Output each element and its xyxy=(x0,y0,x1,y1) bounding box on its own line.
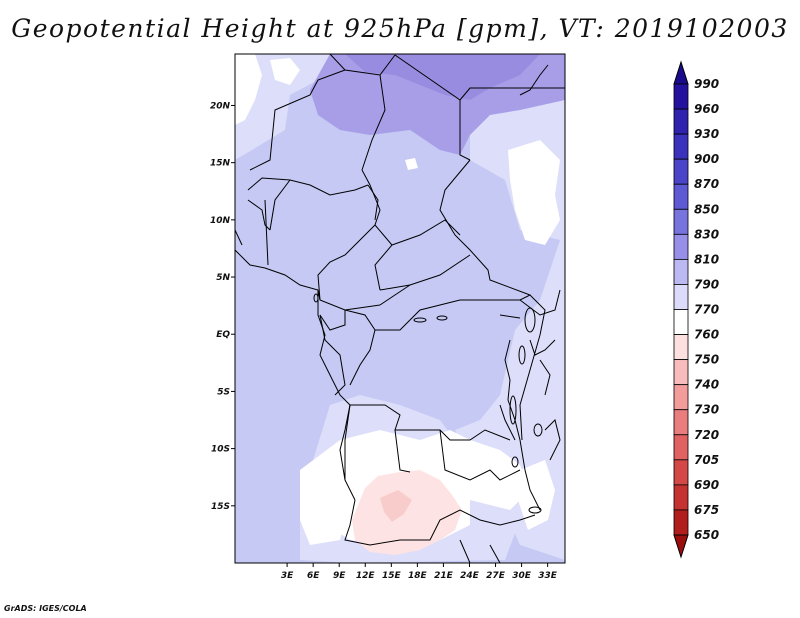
colorbar-cell xyxy=(673,459,689,486)
colorbar-bottom-arrow xyxy=(673,534,689,559)
colorbar-level-label: 960 xyxy=(694,102,719,116)
lon-tick-label: 33E xyxy=(538,571,558,581)
colorbar-level-label: 760 xyxy=(694,328,719,342)
colorbar-level-label: 770 xyxy=(694,303,719,317)
colorbar-cell xyxy=(673,108,689,135)
latitude-axis: 20N 15N 10N 5N EQ 5S 10S 15S xyxy=(210,101,235,512)
colorbar-level-label: 690 xyxy=(694,478,719,492)
map-frame xyxy=(234,53,566,564)
colorbar-level-label: 830 xyxy=(694,227,719,241)
lat-tick-label: 20N xyxy=(210,101,231,111)
lon-tick-label: 24E xyxy=(460,571,480,581)
field-white-patch-east xyxy=(508,140,560,245)
lon-tick-label: 18E xyxy=(408,571,428,581)
colorbar-level-label: 870 xyxy=(694,177,719,191)
lat-tick-label: EQ xyxy=(216,330,230,340)
colorbar-cell xyxy=(673,133,689,160)
colorbar-cell xyxy=(673,384,689,411)
lon-tick-label: 21E xyxy=(434,571,454,581)
chart-title: Geopotential Height at 925hPa [gpm], VT:… xyxy=(11,14,789,43)
lat-tick-label: 15S xyxy=(211,502,230,512)
colorbar-cell xyxy=(673,208,689,235)
lon-tick-label: 6E xyxy=(307,571,320,581)
colorbar-level-label: 750 xyxy=(694,353,719,367)
field-white-spot-1 xyxy=(405,158,418,170)
colorbar-cell xyxy=(673,484,689,511)
colorbar-cell xyxy=(673,284,689,310)
lat-tick-label: 10N xyxy=(210,216,231,226)
colorbar-cell xyxy=(673,83,689,110)
credit-text: GrADS: IGES/COLA xyxy=(4,604,87,613)
field-white-patch-nw2 xyxy=(270,58,300,85)
lon-tick-label: 12E xyxy=(356,571,376,581)
lat-tick-label: 5N xyxy=(216,273,230,283)
lon-tick-label: 9E xyxy=(333,571,346,581)
lat-tick-label: 15N xyxy=(210,159,231,169)
lon-tick-label: 27E xyxy=(486,571,506,581)
colorbar-level-label: 900 xyxy=(694,152,719,166)
colorbar-cell xyxy=(673,334,689,361)
colorbar-cell xyxy=(673,183,689,210)
lon-tick-label: 15E xyxy=(382,571,402,581)
colorbar-cell xyxy=(673,409,689,436)
longitude-axis: 3E 6E 9E 12E 15E 18E 21E 24E 27E 30E 33E xyxy=(281,563,558,581)
colorbar-cell xyxy=(673,434,689,461)
colorbar: 990 960 930 900 870 850 830 810 790 770 760 750 740 7… xyxy=(673,60,719,559)
colorbar-top-arrow xyxy=(673,60,689,85)
colorbar-level-label: 790 xyxy=(694,277,719,291)
field-white-patch-southwest xyxy=(300,470,350,545)
colorbar-cell xyxy=(673,233,689,260)
colorbar-level-label: 650 xyxy=(694,528,719,542)
colorbar-level-label: 705 xyxy=(694,453,719,467)
field-white-patch-northwest xyxy=(235,54,262,125)
field-pink-core xyxy=(380,490,412,522)
colorbar-cell xyxy=(673,158,689,185)
map-panel xyxy=(235,54,565,563)
colorbar-level-label: 930 xyxy=(694,127,719,141)
colorbar-level-label: 850 xyxy=(694,202,719,216)
field-pink-region xyxy=(352,470,462,555)
colorbar-level-label: 675 xyxy=(694,503,719,517)
colorbar-level-label: 740 xyxy=(694,378,719,392)
lakes xyxy=(313,293,543,514)
lat-tick-label: 5S xyxy=(217,387,230,397)
lon-tick-label: 30E xyxy=(512,571,532,581)
country-borders xyxy=(235,54,565,563)
colorbar-cell xyxy=(673,359,689,386)
colorbar-cell xyxy=(673,509,689,536)
lat-tick-label: 10S xyxy=(211,445,230,455)
field-higher-region xyxy=(345,54,540,100)
colorbar-level-label: 730 xyxy=(694,403,719,417)
colorbar-cell xyxy=(673,309,689,335)
colorbar-level-label: 990 xyxy=(694,77,719,91)
colorbar-level-label: 810 xyxy=(694,252,719,266)
colorbar-level-label: 720 xyxy=(694,428,719,442)
colorbar-cell xyxy=(673,258,689,285)
lon-tick-label: 3E xyxy=(281,571,294,581)
